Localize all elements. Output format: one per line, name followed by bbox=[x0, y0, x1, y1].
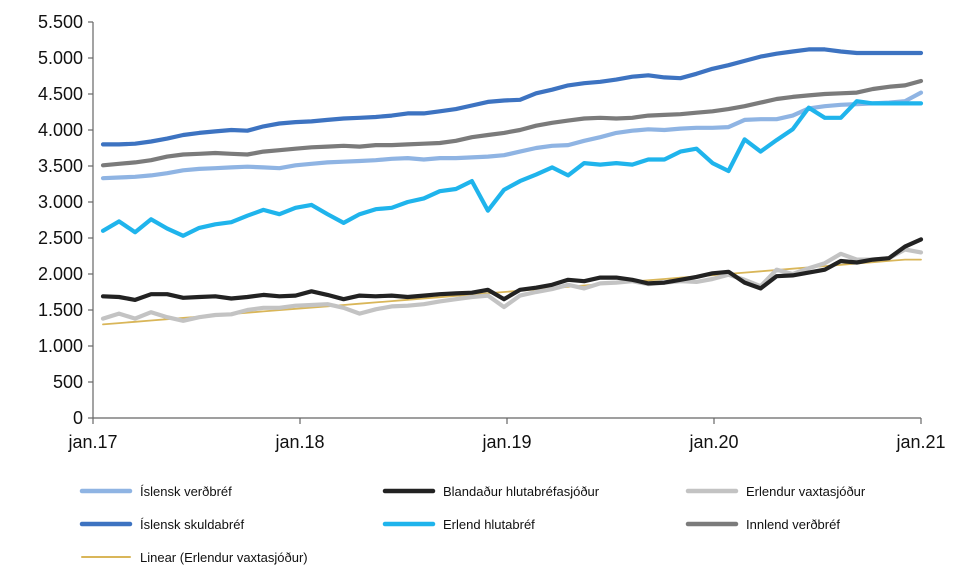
x-tick-label: jan.17 bbox=[67, 432, 117, 452]
y-tick-label: 5.500 bbox=[38, 12, 83, 32]
y-tick-label: 5.000 bbox=[38, 48, 83, 68]
legend-label-1: Blandaður hlutabréfasjóður bbox=[443, 484, 600, 499]
x-tick-label: jan.18 bbox=[274, 432, 324, 452]
series-line-1 bbox=[100, 237, 924, 302]
y-tick-label: 4.000 bbox=[38, 120, 83, 140]
legend-label-6: Linear (Erlendur vaxtasjóður) bbox=[140, 550, 308, 565]
legend-label-3: Íslensk skuldabréf bbox=[140, 517, 244, 532]
x-tick-label: jan.19 bbox=[481, 432, 531, 452]
y-tick-label: 3.500 bbox=[38, 156, 83, 176]
y-tick-label: 500 bbox=[53, 372, 83, 392]
series-line-2 bbox=[100, 247, 924, 323]
series-line-3 bbox=[100, 47, 924, 147]
y-tick-label: 1.500 bbox=[38, 300, 83, 320]
series-line-5 bbox=[100, 78, 924, 168]
x-tick-label: jan.20 bbox=[688, 432, 738, 452]
legend-label-0: Íslensk verðbréf bbox=[140, 484, 232, 499]
y-tick-label: 1.000 bbox=[38, 336, 83, 356]
y-tick-label: 4.500 bbox=[38, 84, 83, 104]
x-tick-label: jan.21 bbox=[895, 432, 945, 452]
y-tick-label: 3.000 bbox=[38, 192, 83, 212]
y-tick-label: 2.000 bbox=[38, 264, 83, 284]
legend-label-5: Innlend verðbréf bbox=[746, 517, 840, 532]
y-tick-label: 2.500 bbox=[38, 228, 83, 248]
legend-label-4: Erlend hlutabréf bbox=[443, 517, 535, 532]
legend-label-2: Erlendur vaxtasjóður bbox=[746, 484, 866, 499]
series-line-0 bbox=[100, 90, 924, 181]
y-tick-label: 0 bbox=[73, 408, 83, 428]
series-line-4 bbox=[100, 99, 924, 238]
